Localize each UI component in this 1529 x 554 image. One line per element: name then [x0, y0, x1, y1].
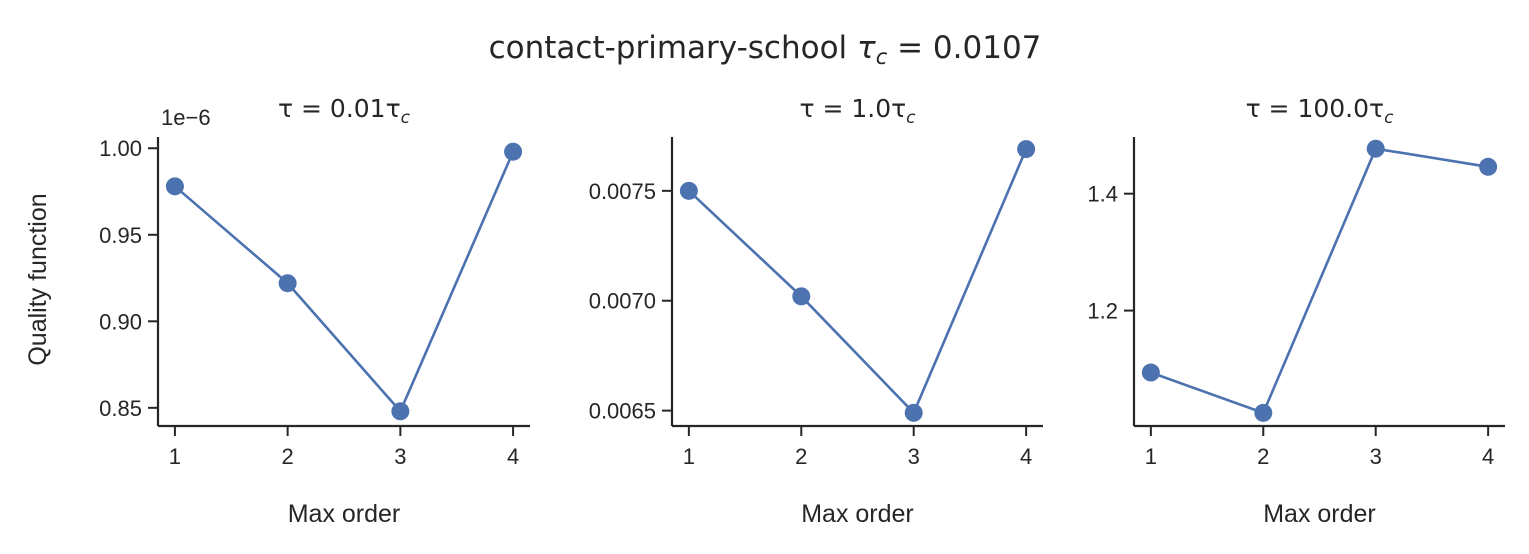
subplot-3: τ = 100.0τc 1.2 1.4 1 2 3 4 Max order [1087, 94, 1505, 528]
chart-1-title: τ = 0.01τc [278, 94, 411, 128]
chart-1-y-label: Quality function [24, 193, 52, 365]
figure-title-eq: = 0.0107 [887, 30, 1041, 66]
chart-1-point [165, 177, 184, 196]
chart-2-point [792, 287, 811, 306]
chart-2-x-tick-label: 4 [1020, 444, 1032, 469]
figure-title-tau: τ [857, 30, 876, 66]
chart-2-x-tick-label: 1 [683, 444, 695, 469]
chart-2-x-tick-label: 3 [908, 444, 920, 469]
chart-3-point [1254, 403, 1273, 422]
chart-1-series-line [174, 151, 515, 414]
figure-title-prefix: contact-primary-school [489, 30, 848, 66]
chart-1-x-tick-label: 2 [282, 444, 294, 469]
chart-3-point [1366, 139, 1385, 158]
chart-1-y-tick-label: 0.95 [99, 223, 142, 248]
chart-2-point [679, 181, 698, 200]
chart-3-x-tick-label: 4 [1482, 444, 1494, 469]
subplot-1: τ = 0.01τc 1e−6 0.85 0.90 0.95 1.00 1 2 3 4 Max or… [24, 94, 530, 528]
chart-2-point [904, 403, 923, 422]
chart-3-x-tick-label: 3 [1370, 444, 1382, 469]
chart-1-x-tick-label: 4 [507, 444, 519, 469]
chart-2-y-tick-label: 0.0075 [589, 179, 656, 204]
chart-1-offset-text: 1e−6 [161, 105, 211, 130]
chart-2-y-tick-label: 0.0065 [589, 399, 656, 424]
chart-1-point [278, 274, 297, 293]
chart-1-x-label: Max order [288, 500, 401, 528]
chart-2-x-label: Max order [801, 500, 914, 528]
chart-2-y-tick-label: 0.0070 [589, 289, 656, 314]
chart-3-title: τ = 100.0τc [1246, 94, 1395, 128]
chart-3-x-label: Max order [1263, 500, 1376, 528]
chart-3-series-line [1150, 147, 1489, 415]
chart-1-point [391, 402, 410, 421]
chart-1-x-tick-label: 3 [394, 444, 406, 469]
chart-2-x-tick-label: 2 [795, 444, 807, 469]
chart-1-x-tick-label: 1 [169, 444, 181, 469]
chart-2-point [1017, 140, 1036, 159]
chart-3-point [1141, 363, 1160, 382]
figure-title: contact-primary-school τc = 0.0107 [489, 30, 1042, 69]
chart-1-y-tick-label: 0.85 [99, 396, 142, 421]
chart-1-y-tick-label: 0.90 [99, 309, 142, 334]
chart-3-x-tick-label: 2 [1257, 444, 1269, 469]
figure-title-sub: c [876, 45, 888, 69]
chart-3-y-tick-label: 1.4 [1087, 182, 1118, 207]
chart-2-series-line [687, 148, 1028, 416]
chart-3-x-tick-label: 1 [1145, 444, 1157, 469]
chart-1-y-tick-label: 1.00 [99, 136, 142, 161]
subplot-2: τ = 1.0τc 0.0065 0.0070 0.0075 1 2 3 4 Max order [589, 94, 1043, 528]
chart-2-title: τ = 1.0τc [799, 94, 916, 128]
chart-3-point [1479, 157, 1498, 176]
chart-3-y-tick-label: 1.2 [1087, 299, 1118, 324]
chart-1-point [504, 142, 523, 161]
